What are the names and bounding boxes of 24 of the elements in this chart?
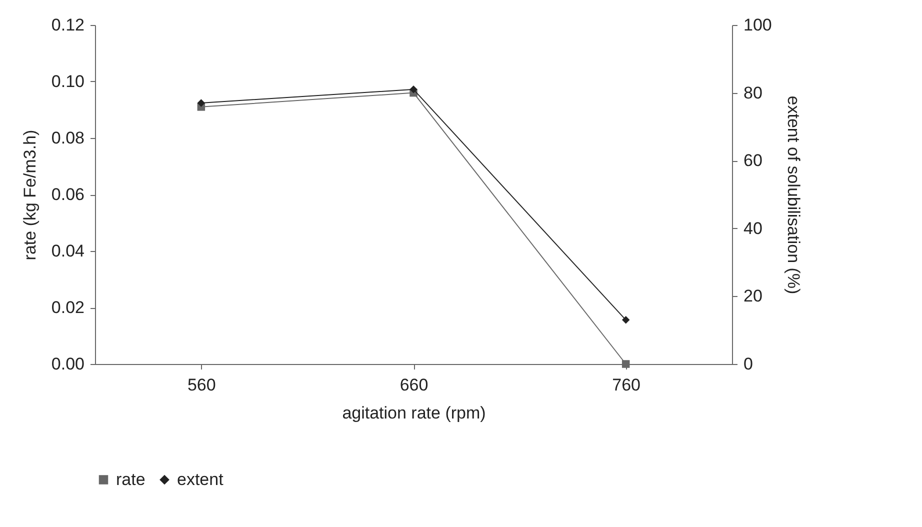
y2-tick-label: 0 xyxy=(744,354,753,374)
y-tick-label: 0.00 xyxy=(51,354,84,374)
legend-label: rate xyxy=(116,470,146,489)
point xyxy=(622,316,630,324)
y2-axis-title: extent of solubilisation (%) xyxy=(784,96,803,294)
y-tick-label: 0.06 xyxy=(51,185,84,204)
y-tick-label: 0.04 xyxy=(51,242,84,260)
y-tick-label: 0.10 xyxy=(51,72,84,91)
y2-tick-label: 20 xyxy=(744,286,762,306)
y-tick-label: 0.08 xyxy=(51,128,84,148)
x-tick-label: 760 xyxy=(612,376,641,394)
y-tick-label: 0.12 xyxy=(51,16,84,34)
y-axis-title: rate (kg Fe/m3.h) xyxy=(20,130,40,260)
y2-tick-label: 80 xyxy=(744,83,762,102)
x-tick-label: 660 xyxy=(400,376,428,394)
point xyxy=(197,99,206,107)
point xyxy=(410,86,418,94)
x-tick-label: 560 xyxy=(187,376,216,394)
y2-tick-label: 100 xyxy=(744,16,772,34)
x-axis-title: agitation rate (rpm) xyxy=(342,404,486,422)
y2-tick-label: 40 xyxy=(744,218,762,238)
legend-label: extent xyxy=(177,470,224,489)
y2-tick-label: 60 xyxy=(744,151,762,170)
y-tick-label: 0.02 xyxy=(51,298,84,317)
